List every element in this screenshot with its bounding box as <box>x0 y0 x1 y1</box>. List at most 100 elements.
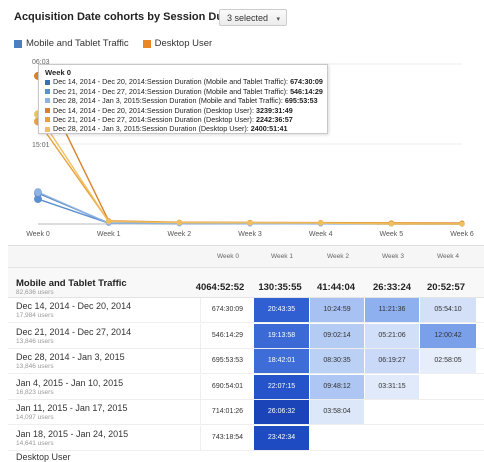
cohort-cell[interactable]: 674:30:09 <box>200 298 254 322</box>
cohort-cell[interactable]: 743:18:54 <box>200 426 254 450</box>
segment-name: Mobile and Tablet Traffic <box>16 278 127 289</box>
series-color-swatch <box>45 80 50 85</box>
tooltip-row-label: Dec 28, 2014 - Jan 3, 2015:Session Durat… <box>53 124 249 133</box>
cohort-cell[interactable]: 08:30:35 <box>310 349 364 373</box>
tooltip-row-label: Dec 14, 2014 - Dec 20, 2014:Session Dura… <box>53 77 288 86</box>
tooltip-row: Dec 14, 2014 - Dec 20, 2014:Session Dura… <box>45 77 321 86</box>
tooltip-row: Dec 14, 2014 - Dec 20, 2014:Session Dura… <box>45 106 321 115</box>
legend-label-desktop: Desktop User <box>155 38 213 49</box>
chevron-down-icon: ▾ <box>276 15 280 23</box>
cohort-cell[interactable]: 09:48:12 <box>310 375 364 399</box>
series-line[interactable] <box>38 192 462 224</box>
cohort-users: 17,984 users <box>16 312 54 319</box>
table-row: Dec 21, 2014 - Dec 27, 2014 13,846 users 5… <box>8 324 484 349</box>
tooltip-row-label: Dec 21, 2014 - Dec 27, 2014:Session Dura… <box>53 115 254 124</box>
tooltip-row: Dec 28, 2014 - Jan 3, 2015:Session Durat… <box>45 124 321 133</box>
cohort-cell[interactable]: 714:01:26 <box>200 400 254 424</box>
tooltip-row: Dec 21, 2014 - Dec 27, 2014:Session Dura… <box>45 115 321 124</box>
cohort-cell[interactable]: 10:24:59 <box>310 298 364 322</box>
cohort-cell[interactable]: 695:53:53 <box>200 349 254 373</box>
total-week-2: 41:44:04 <box>304 282 368 293</box>
data-point[interactable] <box>177 220 182 225</box>
data-point[interactable] <box>389 221 394 226</box>
cohort-cell[interactable]: 690:54:01 <box>200 375 254 399</box>
cohort-cell[interactable]: 18:42:01 <box>254 349 309 373</box>
x-tick-label: Week 2 <box>168 231 192 238</box>
x-tick-label: Week 0 <box>26 231 50 238</box>
cohort-cell[interactable] <box>365 400 419 424</box>
report-header: Acquisition Date cohorts by Session Dura… <box>14 9 474 29</box>
cohort-cell[interactable]: 03:31:15 <box>365 375 419 399</box>
tooltip-row-value: 546:14:29 <box>290 87 323 96</box>
cohort-cell[interactable] <box>420 426 476 450</box>
cohort-cell[interactable]: 02:58:05 <box>420 349 476 373</box>
tooltip-heading: Week 0 <box>45 68 321 77</box>
series-color-swatch <box>45 127 50 132</box>
x-tick-label: Week 4 <box>309 231 333 238</box>
segment-totals-row: Mobile and Tablet Traffic 82,636 users 4… <box>8 268 484 298</box>
cohort-date-range: Jan 4, 2015 - Jan 10, 2015 <box>16 378 123 388</box>
cohort-cell[interactable] <box>420 400 476 424</box>
cohort-cell[interactable] <box>365 426 419 450</box>
cohort-date-range: Dec 21, 2014 - Dec 27, 2014 <box>16 327 131 337</box>
cohort-users: 13,846 users <box>16 338 54 345</box>
legend-item-mobile[interactable]: Mobile and Tablet Traffic <box>14 38 129 49</box>
table-row: Jan 4, 2015 - Jan 10, 2015 16,823 users 69… <box>8 375 484 400</box>
tooltip-row-value: 674:30:09 <box>290 77 323 86</box>
data-point[interactable] <box>247 220 252 225</box>
data-point[interactable] <box>318 220 323 225</box>
cohort-users: 14,097 users <box>16 414 54 421</box>
tooltip-row-value: 2242:36:57 <box>256 115 293 124</box>
cohort-cell[interactable]: 11:21:36 <box>365 298 419 322</box>
cohort-date-range: Jan 11, 2015 - Jan 17, 2015 <box>16 403 127 413</box>
legend-item-desktop[interactable]: Desktop User <box>143 38 213 49</box>
cohort-cell[interactable]: 06:19:27 <box>365 349 419 373</box>
series-color-swatch <box>45 89 50 94</box>
x-tick-label: Week 1 <box>97 231 121 238</box>
cohort-cell[interactable]: 05:21:06 <box>365 324 419 348</box>
column-header-week-0: Week 0 <box>200 253 256 260</box>
cohort-cell[interactable]: 19:13:58 <box>254 324 309 348</box>
cohort-cell[interactable]: 20:43:35 <box>254 298 309 322</box>
column-header-week-3: Week 3 <box>365 253 421 260</box>
segment-users: 82,636 users <box>16 289 54 296</box>
table-row: Dec 28, 2014 - Jan 3, 2015 13,846 users 69… <box>8 349 484 374</box>
series-color-swatch <box>45 117 50 122</box>
table-header: Week 0 Week 1 Week 2 Week 3 Week 4 <box>8 246 484 268</box>
cohort-cell[interactable]: 12:00:42 <box>420 324 476 348</box>
cohort-cell[interactable]: 03:58:04 <box>310 400 364 424</box>
total-week-4: 20:52:57 <box>414 282 478 293</box>
cohort-cell[interactable]: 546:14:29 <box>200 324 254 348</box>
cohort-cell[interactable] <box>420 375 476 399</box>
tooltip-row-label: Dec 21, 2014 - Dec 27, 2014:Session Dura… <box>53 87 288 96</box>
tooltip-row: Dec 21, 2014 - Dec 27, 2014:Session Dura… <box>45 87 321 96</box>
table-row: Jan 18, 2015 - Jan 24, 2015 14,641 users 7… <box>8 426 484 451</box>
series-color-swatch <box>45 98 50 103</box>
cohort-cell[interactable]: 22:07:15 <box>254 375 309 399</box>
chart-tooltip: Week 0 Dec 14, 2014 - Dec 20, 2014:Sessi… <box>38 64 328 134</box>
cohort-cell[interactable]: 23:42:34 <box>254 426 309 450</box>
data-point[interactable] <box>34 195 42 203</box>
data-point[interactable] <box>459 221 464 226</box>
series-line[interactable] <box>38 121 462 224</box>
column-header-week-4: Week 4 <box>420 253 476 260</box>
tooltip-row-value: 695:53:53 <box>285 96 318 105</box>
legend-swatch-mobile <box>14 40 22 48</box>
report-title: Acquisition Date cohorts by Session Dura… <box>14 11 254 23</box>
x-tick-label: Week 5 <box>380 231 404 238</box>
cohort-cell[interactable]: 05:54:10 <box>420 298 476 322</box>
next-segment-label: Desktop User <box>16 452 71 462</box>
cohort-cell[interactable]: 26:06:32 <box>254 400 309 424</box>
cohort-selector-dropdown[interactable]: 3 selected ▾ <box>219 9 287 26</box>
cohort-cell[interactable]: 09:02:14 <box>310 324 364 348</box>
cohort-users: 13,846 users <box>16 363 54 370</box>
selector-label: 3 selected <box>227 13 268 23</box>
cohort-date-range: Jan 18, 2015 - Jan 24, 2015 <box>16 429 128 439</box>
data-point[interactable] <box>34 188 42 196</box>
chart-legend: Mobile and Tablet Traffic Desktop User <box>14 38 212 49</box>
x-tick-label: Week 6 <box>450 231 474 238</box>
cohort-cell[interactable] <box>310 426 364 450</box>
data-point[interactable] <box>106 219 111 224</box>
legend-label-mobile: Mobile and Tablet Traffic <box>26 38 129 49</box>
tooltip-row-value: 3239:31:49 <box>256 106 293 115</box>
